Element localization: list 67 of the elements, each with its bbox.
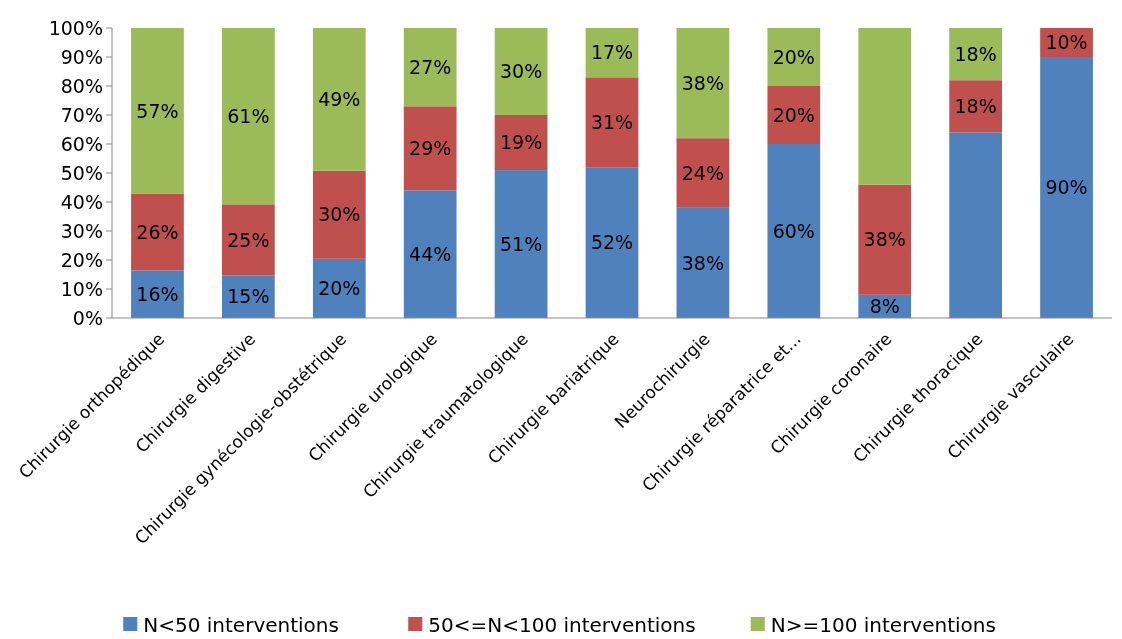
- bar: [312, 170, 366, 259]
- data-label: 38%: [681, 251, 725, 274]
- legend-label: N>=100 interventions: [770, 613, 996, 637]
- data-label: 19%: [499, 131, 543, 154]
- y-tick-label: 20%: [60, 248, 103, 271]
- bar: [767, 144, 821, 318]
- data-label: 51%: [499, 232, 543, 255]
- bar: [131, 28, 184, 194]
- data-label: 8%: [869, 295, 900, 318]
- bar: [767, 28, 821, 86]
- data-label: 30%: [318, 203, 361, 226]
- data-label: 61%: [227, 104, 270, 127]
- bar: [585, 77, 639, 168]
- bar: [312, 28, 366, 171]
- bar: [494, 170, 548, 318]
- y-tick-label: 50%: [60, 161, 103, 184]
- data-label: 25%: [227, 228, 270, 251]
- legend-label: N<50 interventions: [143, 613, 339, 637]
- data-label: 15%: [227, 285, 270, 308]
- data-label: 60%: [772, 219, 815, 242]
- bar: [494, 28, 548, 115]
- data-label: 27%: [409, 55, 452, 78]
- legend-label: 50<=N<100 interventions: [428, 613, 696, 637]
- bar: [222, 204, 275, 276]
- data-label: 18%: [954, 42, 997, 65]
- y-tick-label: 90%: [60, 45, 103, 68]
- data-label: 52%: [590, 231, 634, 254]
- bar: [858, 28, 912, 185]
- bar: [949, 132, 1002, 318]
- data-label: 17%: [590, 41, 634, 64]
- data-label: 90%: [1045, 176, 1088, 199]
- data-label: 20%: [772, 45, 815, 68]
- data-label: 24%: [681, 161, 725, 184]
- data-label: 30%: [499, 60, 543, 83]
- data-label: 38%: [681, 71, 725, 94]
- data-label: 16%: [136, 282, 179, 305]
- y-tick-label: 80%: [60, 74, 103, 97]
- data-label: 44%: [409, 242, 452, 265]
- bar: [1040, 57, 1093, 318]
- bar: [403, 190, 457, 318]
- data-label: 18%: [954, 94, 997, 117]
- data-label: 49%: [318, 87, 361, 110]
- bar: [403, 28, 457, 107]
- y-tick-label: 60%: [60, 132, 103, 155]
- y-tick-label: 100%: [48, 16, 103, 39]
- data-label: 38%: [863, 228, 906, 251]
- y-tick-label: 10%: [60, 277, 103, 300]
- bar: [222, 28, 275, 205]
- data-label: 20%: [772, 103, 815, 126]
- y-tick-label: 70%: [60, 103, 103, 126]
- bar: [131, 193, 184, 271]
- bar: [585, 167, 639, 318]
- bar: [858, 184, 912, 295]
- data-label: 57%: [136, 99, 179, 122]
- data-label: 31%: [590, 110, 634, 133]
- y-tick-label: 0%: [72, 306, 103, 329]
- bar: [676, 207, 730, 318]
- bar: [403, 106, 457, 191]
- data-label: 20%: [318, 277, 361, 300]
- bar: [767, 86, 821, 144]
- data-label: 10%: [1045, 31, 1088, 54]
- y-tick-label: 30%: [60, 219, 103, 242]
- bar: [676, 28, 730, 139]
- data-label: 26%: [136, 220, 179, 243]
- y-tick-label: 40%: [60, 190, 103, 213]
- bar: [676, 138, 730, 208]
- data-label: 29%: [409, 137, 452, 159]
